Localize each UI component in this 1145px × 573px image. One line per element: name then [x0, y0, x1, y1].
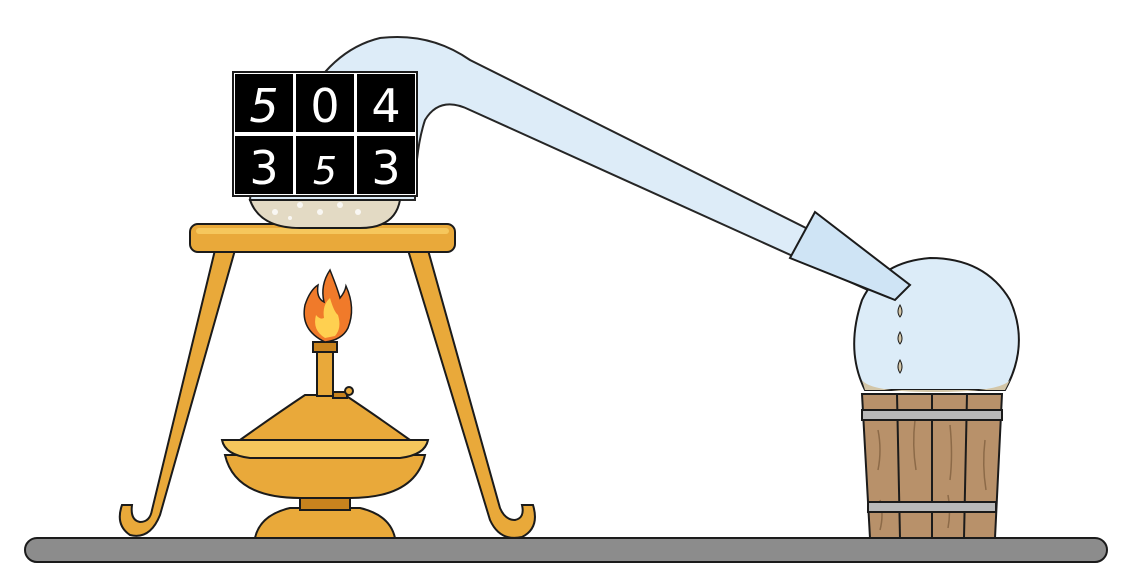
- bucket-hoop: [867, 501, 997, 513]
- digit-grid: 5 0 4 3 5 3: [232, 71, 418, 197]
- digit-tile: [357, 74, 415, 132]
- digit-label: 0: [310, 79, 339, 133]
- flask-icon: [788, 210, 1020, 392]
- digit-tile: [235, 136, 293, 194]
- bucket-hoop: [861, 409, 1003, 421]
- digit-tile: [296, 74, 354, 132]
- bucket-icon: [860, 393, 1004, 539]
- digit-label: 3: [249, 141, 278, 195]
- digit-tile: [357, 136, 415, 194]
- digit-tile: [296, 136, 354, 194]
- burner-icon: [220, 341, 430, 539]
- digit-tile: [235, 74, 293, 132]
- digit-label: 4: [371, 79, 400, 133]
- digit-label: 5: [249, 79, 278, 133]
- flame-icon: [303, 268, 353, 343]
- digit-label: 5: [313, 149, 337, 193]
- droplet-icon: [897, 303, 903, 374]
- digit-label: 3: [371, 141, 400, 195]
- table-surface: [24, 537, 1108, 563]
